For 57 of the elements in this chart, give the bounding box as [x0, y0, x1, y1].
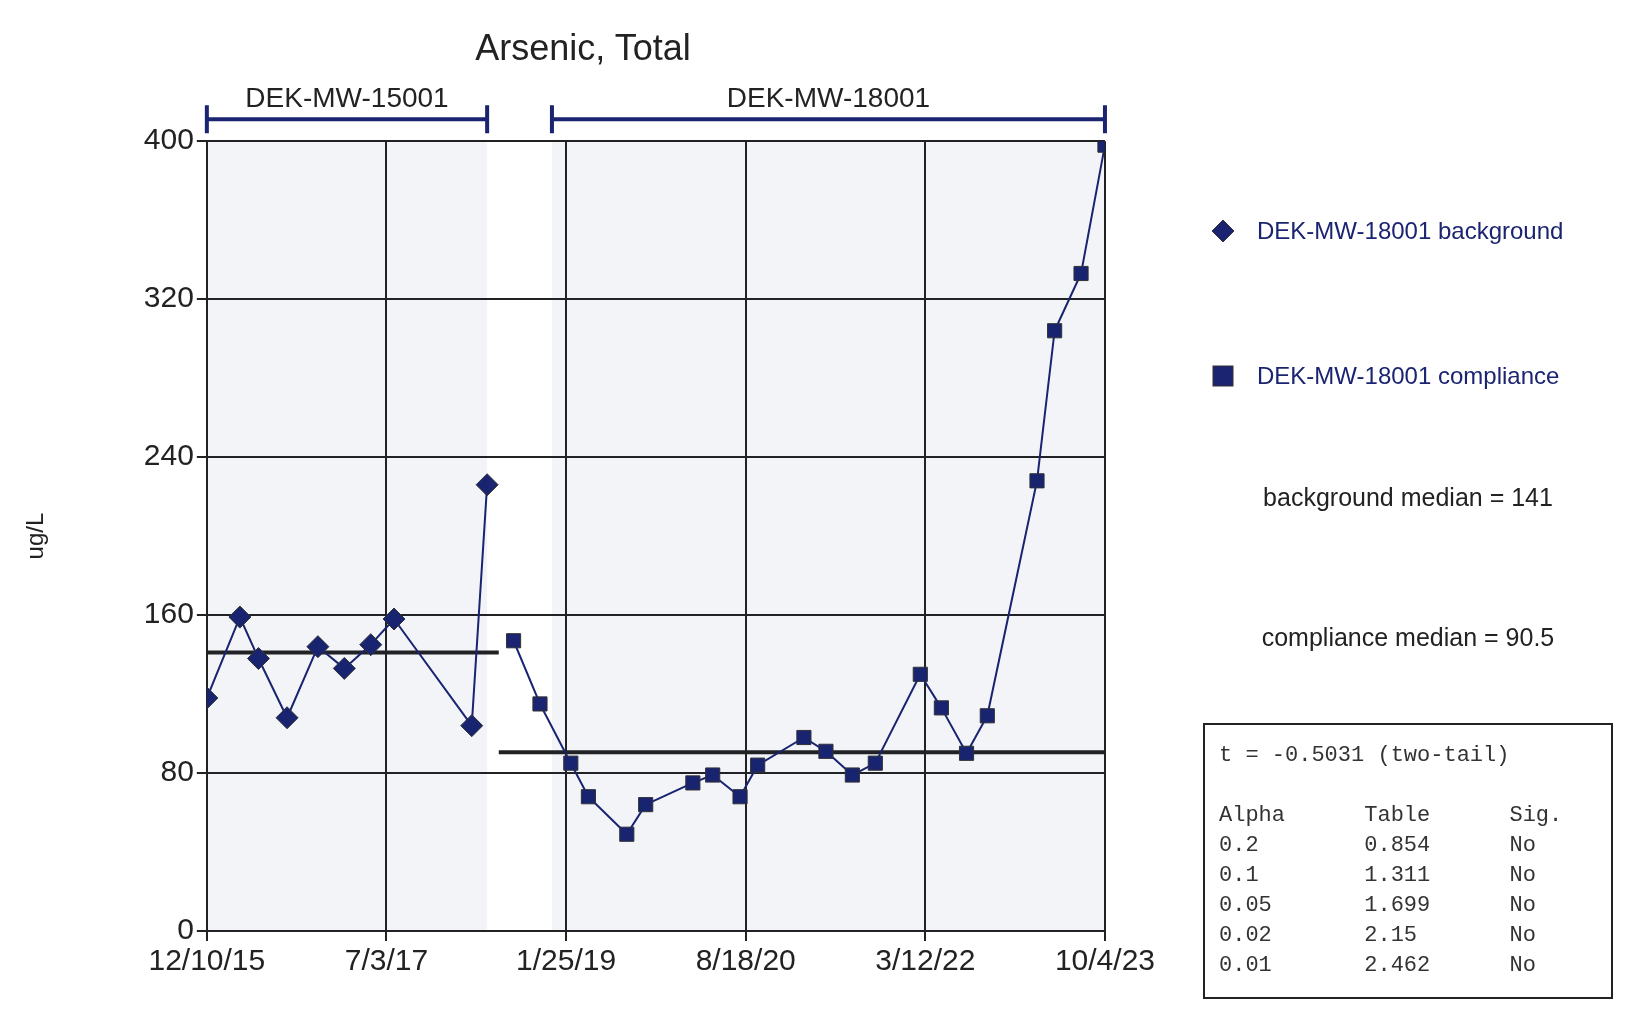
- point: [475, 473, 499, 497]
- point: [933, 700, 949, 716]
- y-tick-label: 160: [143, 596, 194, 630]
- x-tick-label: 3/12/22: [875, 943, 976, 977]
- point: [246, 647, 270, 671]
- point: [958, 745, 975, 761]
- point: [638, 797, 654, 813]
- point: [563, 755, 579, 771]
- x-tick-label: 8/18/20: [695, 943, 796, 977]
- point: [685, 775, 701, 791]
- y-tick-label: 240: [143, 438, 194, 472]
- point: [619, 826, 635, 842]
- point: [306, 635, 330, 659]
- point: [1029, 473, 1045, 489]
- x-tick-label: 1/25/19: [516, 943, 617, 977]
- point: [844, 767, 860, 783]
- point: [867, 755, 883, 771]
- point: [750, 757, 766, 773]
- point: [382, 607, 406, 631]
- text: t = -0.5031 (two-tail): [1219, 742, 1511, 770]
- point: [332, 656, 356, 680]
- point: [460, 714, 484, 738]
- y-tick-label: 320: [143, 280, 194, 314]
- band-label: DEK-MW-15001: [245, 81, 449, 113]
- y-axis-title: ug/L: [21, 512, 49, 560]
- point: [359, 633, 383, 657]
- point: [796, 729, 812, 746]
- chart-title: Arsenic, Total: [475, 26, 691, 68]
- y-tick-label: 80: [160, 754, 194, 788]
- text: 0.01 2.462 No: [1219, 952, 1537, 980]
- point: [1047, 323, 1063, 339]
- point: [732, 789, 748, 805]
- text: compliance median = 90.5: [1261, 623, 1555, 651]
- legend-label: DEK-MW-18001 compliance: [1257, 361, 1560, 390]
- x-tick-label: 7/3/17: [344, 943, 429, 977]
- text: 0.02 2.15 No: [1219, 922, 1537, 950]
- point: [912, 666, 928, 682]
- text: background median = 141: [1262, 483, 1554, 513]
- point: [979, 708, 995, 724]
- x-tick-label: 12/10/15: [148, 943, 266, 977]
- point: [228, 605, 252, 629]
- legend-label: DEK-MW-18001 background: [1257, 216, 1564, 245]
- text: 0.05 1.699 No: [1219, 892, 1537, 920]
- point: [1073, 265, 1089, 282]
- point: [532, 696, 548, 712]
- point: [275, 706, 299, 730]
- x-tick-label: 10/4/23: [1054, 943, 1155, 977]
- point: [705, 767, 721, 783]
- y-tick-label: 400: [143, 122, 194, 156]
- band-label: DEK-MW-18001: [726, 81, 931, 113]
- point: [580, 789, 596, 805]
- point: [818, 743, 834, 759]
- text: 0.2 0.854 No: [1219, 832, 1537, 860]
- text: 0.1 1.311 No: [1219, 862, 1537, 890]
- text: Alpha Table Sig.: [1219, 802, 1564, 830]
- point: [505, 633, 522, 649]
- y-tick-label: 0: [177, 912, 194, 946]
